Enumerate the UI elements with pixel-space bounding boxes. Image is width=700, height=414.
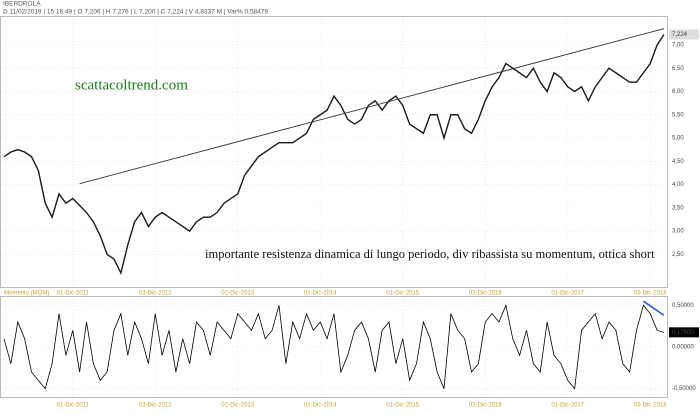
- x-tick-label: 01-Dic-2016: [469, 403, 502, 409]
- y-tick-label: 5,50: [672, 112, 684, 118]
- instrument-title: IBERDROLA: [3, 1, 41, 8]
- y-tick-label: 0,50000: [672, 303, 694, 309]
- y-tick-label: 5,00: [672, 136, 684, 142]
- x-tick-label: 01-Dic-2014: [304, 403, 337, 409]
- y-tick-label: 6,00: [672, 89, 684, 95]
- x-tick-label: 03-Dic-2012: [139, 403, 172, 409]
- series-line: [3, 34, 665, 276]
- y-tick-label: 4,50: [672, 159, 684, 165]
- y-tick-label: 3,00: [672, 229, 684, 235]
- y-tick-label: 2,50: [672, 252, 684, 258]
- x-tick-label: 03-Dic-2018: [634, 403, 667, 409]
- x-tick-label: 01-Dic-2011: [57, 403, 90, 409]
- watermark: scattacoltrend.com: [75, 77, 188, 93]
- x-tick-label: 03-Dic-2018: [634, 291, 667, 297]
- x-tick-label: 01-Dic-2016: [469, 291, 502, 297]
- momentum-frame: [0, 296, 668, 398]
- trend-line: [642, 300, 665, 316]
- y-tick-label: 6,50: [672, 66, 684, 72]
- x-tick-label: 01-Dic-2015: [386, 403, 419, 409]
- x-tick-label: 01-Dic-2017: [551, 291, 584, 297]
- y-tick-label: 0,00000: [672, 345, 694, 351]
- x-tick-label: 01-Dic-2015: [386, 291, 419, 297]
- y-tick-label: 3,50: [672, 205, 684, 211]
- x-tick-label: 03-Dic-2012: [139, 291, 172, 297]
- trend-line: [79, 28, 665, 185]
- last-value-label: 0,17600: [672, 330, 694, 336]
- x-tick-label: 02-Dic-2013: [221, 291, 254, 297]
- series-line: [3, 303, 665, 390]
- x-tick-label: 01-Dic-2014: [304, 291, 337, 297]
- x-tick-label: 01-Dic-2011: [57, 291, 90, 297]
- last-value-box: [669, 29, 699, 40]
- x-tick-label: 01-Dic-2017: [551, 403, 584, 409]
- x-tick-label: 02-Dic-2013: [221, 403, 254, 409]
- panel-title: Momento (MOM): [4, 291, 49, 297]
- price-frame: [0, 16, 668, 288]
- y-tick-label: 7,00: [672, 43, 684, 49]
- y-tick-label: -0,50000: [672, 386, 696, 392]
- last-value-label: 7,224: [672, 32, 688, 38]
- y-tick-label: 4,00: [672, 182, 684, 188]
- annotation: importante resistenza dinamica di lungo …: [205, 247, 655, 261]
- last-value-box: [669, 327, 699, 338]
- quote-line: D 11/02/2019 | 15:16:49 | O 7,206 | H 7,…: [3, 9, 268, 16]
